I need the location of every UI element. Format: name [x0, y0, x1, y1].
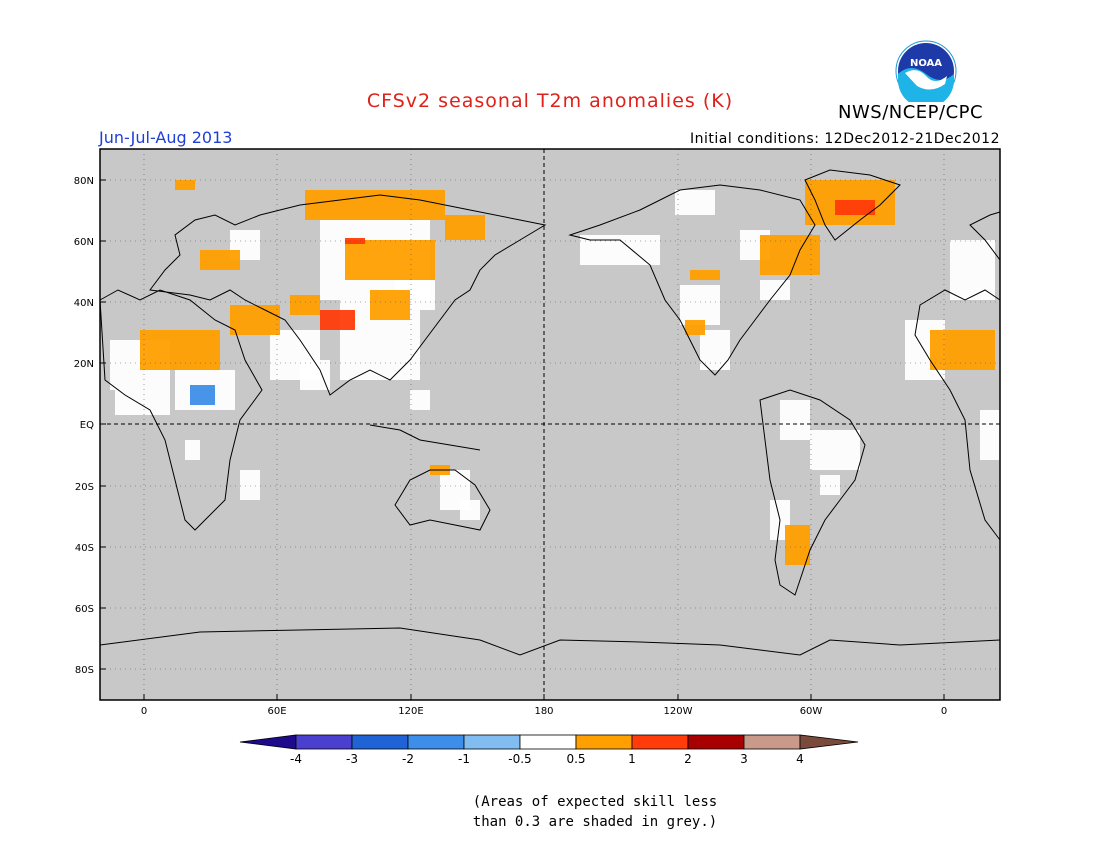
lon-label: 0 — [941, 706, 947, 717]
colorbar-left-arrow — [239, 734, 297, 750]
initial-conditions-label: Initial conditions: 12Dec2012-21Dec2012 — [690, 131, 1000, 147]
lon-label: 120W — [664, 706, 693, 717]
agency-label: NWS/NCEP/CPC — [838, 102, 984, 123]
anomaly-patch — [185, 440, 200, 460]
colorbar-segment — [407, 734, 465, 750]
skill-note: (Areas of expected skill less than 0.3 a… — [0, 792, 1100, 832]
season-label: Jun-Jul-Aug 2013 — [99, 128, 233, 147]
lon-label: 0 — [141, 706, 147, 717]
anomaly-patch — [930, 330, 995, 370]
graticule — [100, 149, 1000, 700]
colorbar-label: 0.5 — [566, 752, 585, 766]
colorbar-label: 2 — [684, 752, 692, 766]
lon-label: 60W — [800, 706, 823, 717]
anomaly-patch — [410, 390, 430, 410]
colorbar-segment — [687, 734, 745, 750]
colorbar-right-arrow — [799, 734, 859, 750]
coastline-path — [99, 289, 263, 531]
colorbar-label: -2 — [402, 752, 414, 766]
anomaly-patch — [460, 500, 480, 520]
colorbar-label: -0.5 — [508, 752, 531, 766]
anomaly-patches — [110, 180, 1000, 565]
anomaly-patch — [320, 310, 355, 330]
anomaly-patch — [240, 470, 260, 500]
anomaly-patch — [305, 190, 445, 220]
coastline-path — [149, 194, 547, 396]
skill-note-line-1: (Areas of expected skill less — [472, 794, 718, 810]
colorbar-label: 3 — [740, 752, 748, 766]
coastline-path — [369, 424, 481, 451]
anomaly-patch — [685, 320, 705, 335]
anomaly-patch — [230, 305, 280, 335]
coastline-path — [568, 184, 816, 376]
colorbar-segment — [575, 734, 633, 750]
anomaly-patch — [835, 200, 875, 215]
colorbar-segment — [463, 734, 521, 750]
anomaly-patch — [290, 295, 320, 315]
lat-label: EQ — [80, 420, 94, 431]
colorbar-label: -3 — [346, 752, 358, 766]
anomaly-patch — [760, 280, 790, 300]
map-title: CFSv2 seasonal T2m anomalies (K) — [366, 90, 734, 112]
lon-label: 60E — [267, 706, 286, 717]
lat-label: 20S — [75, 482, 94, 493]
anomaly-patch — [200, 250, 240, 270]
map-frame: 80N 60N 40N 20N EQ 20S 40S 60S 80S 0 60E 120E 180 12… — [74, 148, 1001, 717]
skill-note-line-2: than 0.3 are shaded in grey.) — [472, 814, 718, 830]
noaa-logo-text: NOAA — [910, 58, 942, 69]
longitude-labels: 0 60E 120E 180 120W 60W 0 — [141, 706, 947, 717]
anomaly-patch — [445, 215, 485, 240]
lat-label: 60N — [74, 237, 94, 248]
coastline-path — [394, 469, 491, 531]
anomaly-patch — [370, 290, 410, 320]
colorbar-label: -4 — [290, 752, 302, 766]
anomaly-patch — [675, 190, 715, 215]
colorbar-segment — [295, 734, 353, 750]
anomaly-patch — [680, 285, 720, 325]
lat-label: 80N — [74, 176, 94, 187]
lon-label: 180 — [534, 706, 553, 717]
anomaly-patch — [820, 475, 840, 495]
colorbar-segment — [519, 734, 577, 750]
colorbar: -4 -3 -2 -1 -0.5 0.5 1 2 3 4 — [239, 734, 859, 766]
coastline-path — [914, 289, 1001, 541]
anomaly-patch — [175, 180, 195, 190]
lat-label: 40S — [75, 543, 94, 554]
colorbar-label: 4 — [796, 752, 804, 766]
coastline-path — [969, 211, 1001, 261]
anomaly-patch — [140, 330, 220, 370]
lat-label: 20N — [74, 359, 94, 370]
colorbar-segment — [631, 734, 689, 750]
lat-label: 60S — [75, 604, 94, 615]
coastline-path — [804, 169, 901, 241]
anomaly-patch — [950, 240, 995, 300]
anomaly-patch — [980, 410, 1000, 460]
coastline-path — [759, 389, 866, 596]
noaa-logo: NOAA — [895, 40, 957, 102]
colorbar-segment — [351, 734, 409, 750]
anomaly-patch — [300, 360, 330, 390]
colorbar-segment — [743, 734, 801, 750]
anomaly-patch — [190, 385, 215, 405]
colorbar-label: -1 — [458, 752, 470, 766]
anomaly-patch — [690, 270, 720, 280]
colorbar-label: 1 — [628, 752, 636, 766]
map-border — [99, 148, 1001, 701]
lat-label: 40N — [74, 298, 94, 309]
coastlines — [99, 169, 1001, 656]
lat-label: 80S — [75, 665, 94, 676]
lon-label: 120E — [398, 706, 423, 717]
anomaly-patch — [345, 240, 435, 280]
coastline-path — [99, 627, 1001, 656]
anomaly-patch — [810, 430, 860, 470]
anomaly-patch — [760, 235, 820, 275]
latitude-labels: 80N 60N 40N 20N EQ 20S 40S 60S 80S — [74, 176, 94, 676]
anomaly-patch — [780, 400, 810, 440]
anomaly-patch — [785, 525, 810, 565]
